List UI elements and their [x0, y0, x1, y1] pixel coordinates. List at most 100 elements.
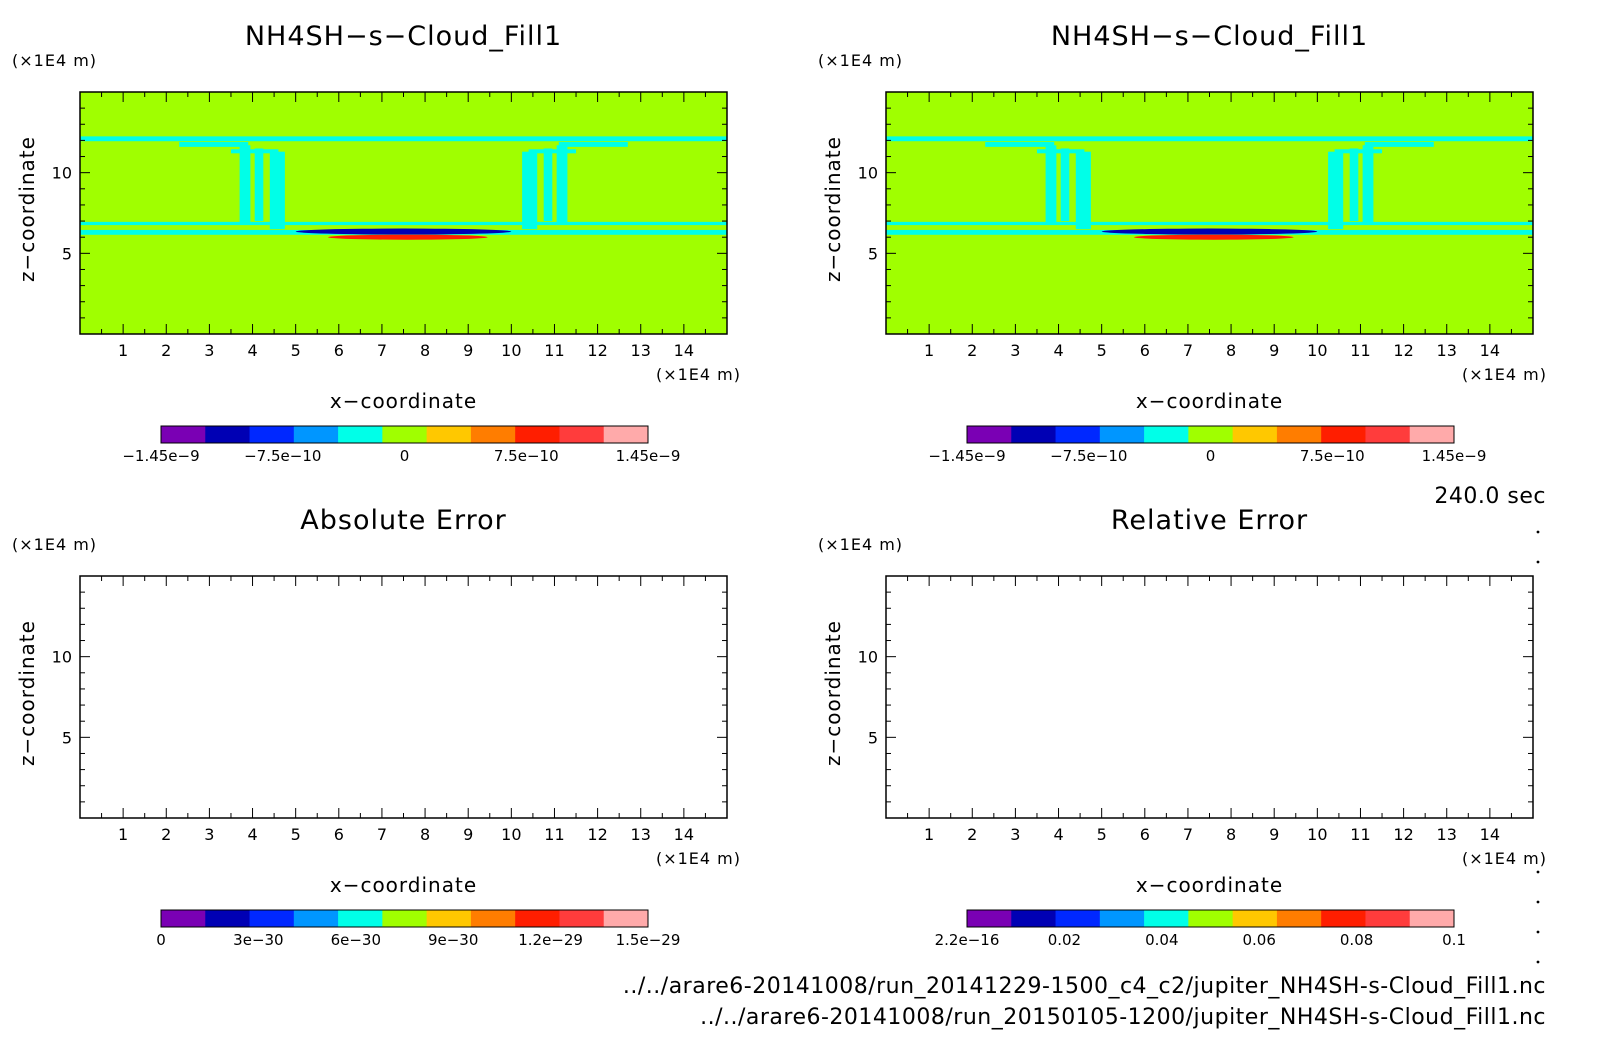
x-tick-label: 8 — [1226, 825, 1236, 844]
colorbar: −1.45e−9 −7.5e−10 0 7.5e−10 1.45e−9 — [122, 425, 680, 465]
colorbar-swatch — [382, 426, 428, 443]
colorbar-swatch — [967, 426, 1012, 443]
colorbar-swatch — [1055, 910, 1101, 927]
x-tick-label: 9 — [1269, 825, 1279, 844]
x-tick-label: 13 — [1437, 341, 1457, 360]
contour-band-mid — [80, 221, 727, 226]
colorbar-frame — [966, 425, 1455, 444]
y-tick-label: 5 — [868, 728, 878, 747]
x-tick-label: 8 — [420, 341, 430, 360]
panel-title: Absolute Error — [300, 505, 506, 536]
y-tick-label: 5 — [62, 728, 72, 747]
contour-hook-right-b — [1334, 149, 1383, 154]
tick-marks — [886, 92, 1533, 334]
colorbar-tick-label: −1.45e−9 — [122, 447, 199, 465]
x-tick-label: 8 — [420, 825, 430, 844]
contour-hook-left-b — [1036, 149, 1085, 154]
colorbar-swatch — [426, 426, 472, 443]
x-tick-label: 11 — [544, 825, 564, 844]
panel-4: Relative Error(×1E4 m)1 2 3 4 5 6 7 8 9 10 11 12 13 1… — [818, 505, 1546, 949]
field-background — [80, 92, 727, 334]
y-tick-label: 5 — [62, 244, 72, 263]
x-unit-label: (×1E4 m) — [656, 849, 741, 868]
colorbar-swatch — [1099, 910, 1145, 927]
colorbar-swatch — [1144, 426, 1189, 443]
x-tick-label: 3 — [1010, 825, 1020, 844]
x-tick-label: 6 — [1140, 825, 1150, 844]
contour-hook-left-a — [179, 142, 249, 147]
x-tick-label: 4 — [1053, 341, 1063, 360]
y-tick-label: 10 — [858, 164, 878, 183]
colorbar-tick-label: 0.02 — [1048, 931, 1081, 949]
negative-core — [295, 228, 512, 235]
colorbar-tick-label: 0.04 — [1145, 931, 1178, 949]
x-tick-label: 2 — [161, 341, 171, 360]
x-tick-label: 9 — [463, 825, 473, 844]
field-layer — [80, 92, 727, 334]
x-unit-label: (×1E4 m) — [1462, 365, 1547, 384]
y-tick-label: 5 — [868, 244, 878, 263]
contour-column-left-c — [269, 151, 285, 230]
margin-dot — [1536, 530, 1540, 534]
y-tick-label: 10 — [52, 648, 72, 667]
x-tick-label: 14 — [1480, 825, 1500, 844]
negative-core — [1101, 228, 1318, 235]
x-tick-label: 12 — [587, 341, 607, 360]
x-tick-label: 7 — [1183, 341, 1193, 360]
y-unit-label: (×1E4 m) — [818, 51, 903, 70]
x-tick-label: 12 — [1393, 341, 1413, 360]
colorbar-tick-label: 7.5e−10 — [494, 447, 559, 465]
colorbar-swatch — [249, 910, 295, 927]
x-tick-label: 4 — [247, 825, 257, 844]
colorbar-swatch — [161, 426, 206, 443]
contour-column-left-a — [239, 145, 251, 223]
x-tick-label: 14 — [674, 825, 694, 844]
colorbar-swatch — [205, 426, 251, 443]
footer-file-1: ../../arare6-20141008/run_20141229-1500_… — [623, 974, 1546, 999]
colorbar-swatch — [338, 426, 383, 443]
footer-file-2: ../../arare6-20141008/run_20150105-1200/… — [700, 1005, 1546, 1030]
colorbar: −1.45e−9 −7.5e−10 0 7.5e−10 1.45e−9 — [928, 425, 1487, 465]
colorbar-swatch — [470, 426, 516, 443]
colorbar-swatch — [603, 426, 649, 443]
contour-band-mid — [886, 221, 1533, 226]
colorbar-tick-label: 1.45e−9 — [1422, 447, 1487, 465]
colorbar-swatch — [559, 426, 605, 443]
x-tick-label: 6 — [334, 825, 344, 844]
panel-1: NH4SH−s−Cloud_Fill1(×1E4 m)1 2 3 4 5 6 7 8 9 10 11… — [12, 21, 740, 465]
colorbar-swatch — [515, 426, 560, 443]
margin-dot — [1536, 900, 1540, 904]
panel-2: NH4SH−s−Cloud_Fill1(×1E4 m)1 2 3 4 5 6 7 8 9 10 11… — [818, 21, 1547, 465]
plot-frame — [885, 575, 1534, 819]
contour-column-right-b — [1349, 148, 1359, 222]
contour-hook-left-a — [985, 142, 1055, 147]
colorbar-tick-label: 6e−30 — [331, 931, 381, 949]
x-tick-label: 14 — [1480, 341, 1500, 360]
x-tick-label: 12 — [1393, 825, 1413, 844]
x-tick-label: 3 — [204, 341, 214, 360]
x-tick-label: 4 — [247, 341, 257, 360]
colorbar-swatch — [1276, 426, 1322, 443]
colorbar-swatch — [293, 426, 339, 443]
colorbar-tick-label: 1.5e−29 — [616, 931, 681, 949]
x-tick-label: 7 — [377, 825, 387, 844]
margin-dot — [1536, 960, 1540, 964]
contour-column-left-a — [1045, 145, 1057, 223]
x-tick-label: 10 — [501, 825, 521, 844]
y-tick-label: 10 — [52, 164, 72, 183]
x-tick-label: 14 — [674, 341, 694, 360]
x-tick-label: 10 — [1307, 341, 1327, 360]
colorbar-swatch — [967, 910, 1012, 927]
colorbar-tick-label: −7.5e−10 — [244, 447, 321, 465]
y-axis-label: z−coordinate — [821, 620, 845, 766]
colorbar-tick-label: 9e−30 — [428, 931, 478, 949]
colorbar-tick-label: 7.5e−10 — [1300, 447, 1365, 465]
colorbar-tick-label: 3e−30 — [233, 931, 283, 949]
colorbar-swatch — [1409, 426, 1455, 443]
colorbar-swatch — [470, 910, 516, 927]
colorbar-swatch — [382, 910, 428, 927]
x-tick-label: 1 — [924, 341, 934, 360]
colorbar-swatch — [1099, 426, 1145, 443]
x-tick-label: 1 — [118, 341, 128, 360]
contour-hook-right-a — [558, 142, 628, 147]
